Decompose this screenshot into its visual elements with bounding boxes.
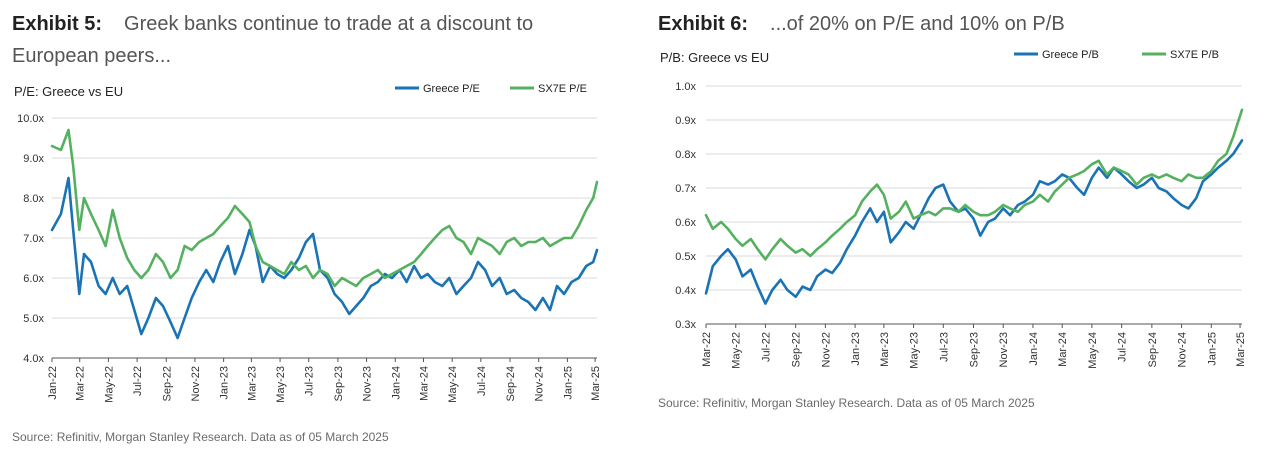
y-tick-label: 1.0x [675, 81, 696, 93]
x-tick-label: Nov-22 [820, 332, 832, 367]
x-tick-label: Nov-24 [1177, 332, 1189, 367]
x-tick-label: Nov-22 [190, 366, 202, 401]
y-tick-label: 0.4x [675, 285, 696, 297]
exhibit-6-source: Source: Refinitiv, Morgan Stanley Resear… [658, 396, 1035, 410]
chart-title: P/B: Greece vs EU [660, 50, 769, 65]
x-tick-label: Nov-23 [998, 332, 1010, 367]
x-tick-label: May-24 [447, 366, 459, 403]
exhibit-5-source: Source: Refinitiv, Morgan Stanley Resear… [12, 430, 389, 444]
x-tick-label: Jan-22 [47, 366, 59, 400]
x-tick-label: Jul-22 [760, 332, 772, 362]
y-tick-label: 4.0x [23, 353, 44, 365]
y-tick-label: 0.8x [675, 149, 696, 161]
x-tick-label: Jan-25 [562, 366, 574, 400]
y-tick-label: 9.0x [23, 153, 44, 165]
x-tick-label: Jul-24 [476, 366, 488, 396]
x-tick-label: Jan-25 [1206, 332, 1218, 366]
series-line-greece [50, 176, 599, 340]
x-tick-label: Mar-22 [701, 332, 713, 367]
x-tick-label: May-22 [731, 332, 743, 369]
y-tick-label: 8.0x [23, 193, 44, 205]
x-tick-label: May-24 [1087, 332, 1099, 369]
x-tick-label: Jan-24 [1028, 332, 1040, 366]
x-tick-label: Nov-23 [362, 366, 374, 401]
chart-title: P/E: Greece vs EU [14, 84, 123, 99]
exhibit-5-title: Exhibit 5: Greek banks continue to trade … [12, 8, 602, 72]
exhibit-6-number: Exhibit 6: [658, 13, 749, 35]
series-line-greece [704, 139, 1244, 305]
x-tick-label: Sep-24 [1147, 332, 1159, 367]
x-tick-label: Mar-24 [418, 366, 430, 401]
x-tick-label: Jul-23 [304, 366, 316, 396]
y-tick-label: 5.0x [23, 313, 44, 325]
x-tick-label: Mar-24 [1057, 332, 1069, 367]
x-tick-label: Sep-22 [791, 332, 803, 367]
x-tick-label: Jan-23 [219, 366, 231, 400]
legend-label-greece: Greece P/E [423, 83, 480, 95]
y-tick-label: 0.3x [675, 319, 696, 331]
x-tick-label: Sep-23 [969, 332, 981, 367]
x-tick-label: May-23 [909, 332, 921, 369]
exhibit-6-heading: ...of 20% on P/E and 10% on P/B [770, 13, 1065, 35]
x-tick-label: Mar-22 [75, 366, 87, 401]
x-tick-label: Jan-24 [390, 366, 402, 400]
y-tick-label: 0.9x [675, 115, 696, 127]
series-line-sx7e [704, 108, 1244, 261]
x-tick-label: Jul-24 [1117, 332, 1129, 362]
exhibit-5-panel: Exhibit 5: Greek banks continue to trade … [0, 0, 620, 457]
x-tick-label: Jul-22 [132, 366, 144, 396]
x-tick-label: Sep-24 [505, 366, 517, 401]
x-tick-label: Sep-23 [333, 366, 345, 401]
exhibit-6-title: Exhibit 6: ...of 20% on P/E and 10% on P/… [658, 8, 1248, 40]
x-tick-label: Sep-22 [161, 366, 173, 401]
x-tick-label: May-23 [275, 366, 287, 403]
pe-line-chart: P/E: Greece vs EU Greece P/E SX7E P/E 10.0x… [14, 83, 602, 403]
x-tick-label: Mar-23 [879, 332, 891, 367]
y-tick-label: 0.5x [675, 251, 696, 263]
exhibit-5-number: Exhibit 5: [12, 13, 103, 35]
legend-label-sx7e: SX7E P/E [538, 83, 587, 95]
x-tick-label: Mar-23 [246, 366, 258, 401]
x-tick-label: Mar-25 [590, 366, 602, 401]
exhibit-5-heading: Greek banks continue to trade at a disco… [12, 13, 534, 67]
x-tick-label: Jul-23 [938, 332, 950, 362]
y-tick-label: 0.6x [675, 217, 696, 229]
y-tick-label: 10.0x [17, 113, 44, 125]
x-tick-label: Nov-24 [534, 366, 546, 401]
y-tick-label: 7.0x [23, 233, 44, 245]
legend-label-greece: Greece P/B [1042, 49, 1099, 61]
x-tick-label: May-22 [103, 366, 115, 403]
y-tick-label: 0.7x [675, 183, 696, 195]
legend-label-sx7e: SX7E P/B [1170, 49, 1219, 61]
x-tick-label: Mar-25 [1235, 332, 1247, 367]
x-tick-label: Jan-23 [850, 332, 862, 366]
exhibit-6-panel: Exhibit 6: ...of 20% on P/E and 10% on P/… [650, 0, 1272, 457]
pb-line-chart: P/B: Greece vs EU Greece P/B SX7E P/B 1.0x 0… [660, 49, 1247, 369]
series-line-sx7e [50, 128, 599, 288]
y-tick-label: 6.0x [23, 273, 44, 285]
